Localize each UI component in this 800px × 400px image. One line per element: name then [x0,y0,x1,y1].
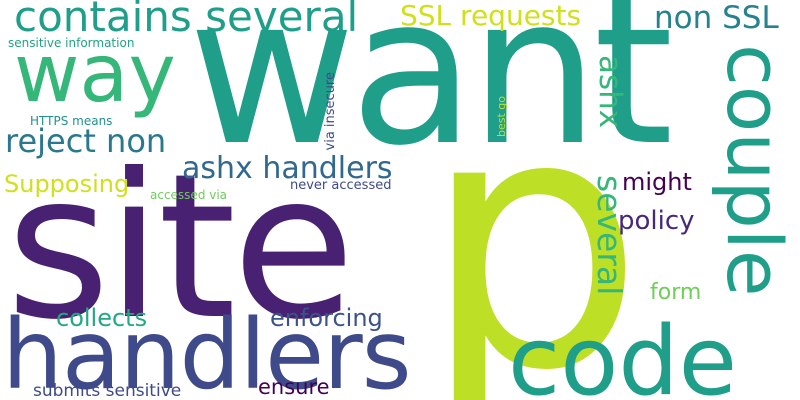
word-submits-sensitive: submits sensitive [33,381,182,400]
word-handlers: handlers [2,299,412,400]
word-site: site [6,131,355,364]
word-contains-several: contains several [14,0,359,41]
word-want: want [188,0,674,191]
word-non-ssl: non SSL [654,0,779,36]
word-never-accessed: never accessed [290,178,392,193]
word-collects: collects [56,304,148,332]
word-might: might [622,168,692,196]
word-way: way [14,27,176,120]
word-best-go: best go [495,96,508,138]
word-code: code [508,307,738,400]
word-enforcing: enforcing [270,304,383,332]
word-reject-non: reject non [5,122,167,160]
word-ensure: ensure [258,375,330,399]
word-ashx-vertical: ashx [592,55,628,129]
word-sensitive-information: sensitive information [8,36,135,50]
word-couple: couple [710,44,799,297]
word-ssl-requests: SSL requests [400,0,582,32]
word-ashx-handlers: ashx handlers [182,151,393,186]
word-policy: policy [618,206,695,236]
word-form: form [650,280,702,305]
word-supposing: Supposing [4,170,130,198]
word-https-means: HTTPS means [30,114,113,128]
word-p: p [422,39,645,400]
word-via-insecure: via insecure [323,72,338,151]
word-accessed-via: accessed via [150,188,228,202]
